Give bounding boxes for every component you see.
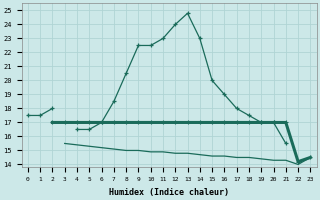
X-axis label: Humidex (Indice chaleur): Humidex (Indice chaleur) <box>109 188 229 197</box>
